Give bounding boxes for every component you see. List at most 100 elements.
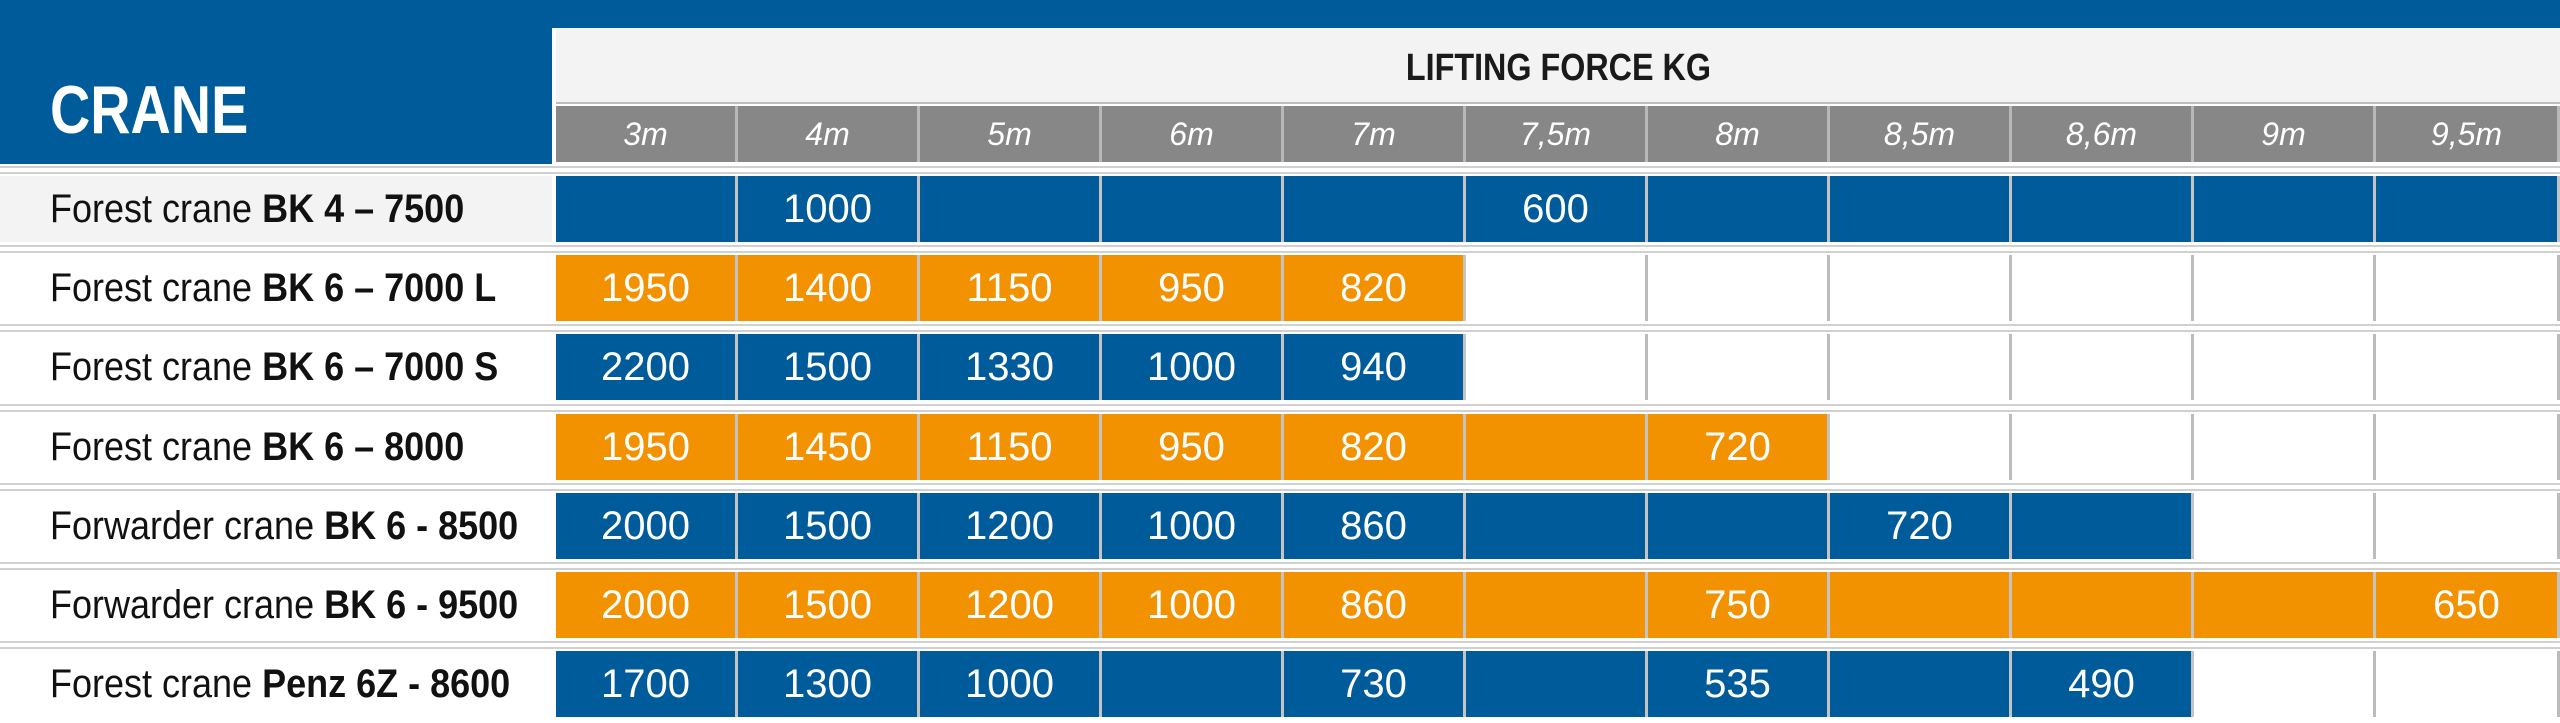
distance-header-cell: 7m [1284, 106, 1466, 162]
row-separator [0, 641, 2560, 649]
lifting-force-cell [1284, 176, 1466, 242]
lifting-force-cell: 600 [1466, 176, 1648, 242]
lifting-force-cell [2194, 255, 2376, 321]
lifting-force-cell [2194, 493, 2376, 559]
distance-header-cell: 8,5m [1830, 106, 2012, 162]
lifting-force-cell [2194, 572, 2376, 638]
lifting-force-cell: 650 [2376, 572, 2560, 638]
lifting-force-cell [2194, 414, 2376, 480]
crane-model: BK 6 - 9500 [324, 583, 519, 627]
lifting-force-cell [1830, 651, 2012, 717]
distance-header-cell: 6m [1102, 106, 1284, 162]
distance-header-cell: 8m [1648, 106, 1830, 162]
lifting-force-cell [2376, 493, 2560, 559]
crane-model: BK 6 - 8500 [324, 504, 519, 548]
lifting-force-cell [2012, 176, 2194, 242]
lifting-force-cell: 1330 [920, 334, 1102, 400]
lifting-force-cell [2012, 255, 2194, 321]
distance-header-cell: 9,5m [2376, 106, 2560, 162]
lifting-force-cell: 860 [1284, 493, 1466, 559]
lifting-force-cell: 1950 [556, 414, 738, 480]
crane-type: Forwarder crane [50, 504, 325, 548]
distance-header-cell: 9m [2194, 106, 2376, 162]
row-separator [0, 245, 2560, 253]
lifting-force-cell [2012, 493, 2194, 559]
lifting-force-cell: 730 [1284, 651, 1466, 717]
lifting-force-cell [1466, 651, 1648, 717]
lifting-force-cell: 1950 [556, 255, 738, 321]
crane-model: Penz 6Z - 8600 [262, 662, 511, 706]
lifting-force-cell: 820 [1284, 414, 1466, 480]
lifting-force-cell: 2000 [556, 572, 738, 638]
crane-type: Forest crane [50, 187, 263, 231]
crane-name-label: Forest crane BK 6 – 8000 [0, 414, 552, 480]
lifting-force-cell [2194, 334, 2376, 400]
lifting-force-cell: 490 [2012, 651, 2194, 717]
row-separator [0, 562, 2560, 570]
lifting-force-cell: 2200 [556, 334, 738, 400]
lifting-force-cell: 820 [1284, 255, 1466, 321]
lifting-force-cell: 1000 [1102, 572, 1284, 638]
lifting-force-cell: 1200 [920, 493, 1102, 559]
lifting-force-cell [1830, 334, 2012, 400]
lifting-force-cell: 1500 [738, 334, 920, 400]
crane-type: Forest crane [50, 425, 263, 469]
lifting-force-cell [1466, 414, 1648, 480]
lifting-force-cell [2194, 176, 2376, 242]
crane-model: BK 6 – 7000 S [262, 345, 499, 389]
lifting-force-cell: 1450 [738, 414, 920, 480]
lifting-force-cell: 1000 [738, 176, 920, 242]
distance-header-cell: 3m [556, 106, 738, 162]
crane-type: Forest crane [50, 345, 263, 389]
lifting-force-cell [1648, 493, 1830, 559]
lifting-force-cell [1830, 414, 2012, 480]
row-separator [0, 166, 2560, 174]
lifting-force-cell [1830, 572, 2012, 638]
lifting-force-cell: 1500 [738, 572, 920, 638]
lifting-force-cell: 720 [1648, 414, 1830, 480]
crane-model: BK 6 – 8000 [262, 425, 465, 469]
distance-header-cell: 5m [920, 106, 1102, 162]
lifting-force-cell: 1150 [920, 255, 1102, 321]
lifting-force-cell [2012, 572, 2194, 638]
lifting-force-cell: 1000 [920, 651, 1102, 717]
lifting-force-cell: 940 [1284, 334, 1466, 400]
lifting-force-cell: 1300 [738, 651, 920, 717]
lifting-force-cell: 2000 [556, 493, 738, 559]
row-separator [0, 404, 2560, 412]
lifting-force-cell [1830, 255, 2012, 321]
lifting-force-cell [1648, 255, 1830, 321]
lifting-force-cell [1102, 176, 1284, 242]
crane-name-label: Forest crane BK 4 – 7500 [0, 176, 552, 242]
lifting-force-cell [2012, 414, 2194, 480]
lifting-force-cell: 1700 [556, 651, 738, 717]
lifting-force-cell: 1200 [920, 572, 1102, 638]
lifting-force-cell [2376, 176, 2560, 242]
lifting-force-cell [2376, 255, 2560, 321]
lifting-force-cell [920, 176, 1102, 242]
lifting-force-cell [1102, 651, 1284, 717]
lifting-force-cell: 1000 [1102, 493, 1284, 559]
lifting-force-cell [2194, 651, 2376, 717]
lifting-force-cell [1466, 572, 1648, 638]
crane-model: BK 6 – 7000 L [262, 266, 497, 310]
distance-header-cell: 4m [738, 106, 920, 162]
lifting-force-cell: 1400 [738, 255, 920, 321]
lifting-force-cell: 535 [1648, 651, 1830, 717]
lifting-force-cell: 1150 [920, 414, 1102, 480]
crane-type: Forest crane [50, 662, 263, 706]
lifting-force-cell: 950 [1102, 414, 1284, 480]
crane-model: BK 4 – 7500 [262, 187, 465, 231]
lifting-force-cell: 1500 [738, 493, 920, 559]
lifting-force-cell [2376, 651, 2560, 717]
distance-header-cell: 7,5m [1466, 106, 1648, 162]
lifting-force-cell: 750 [1648, 572, 1830, 638]
lifting-force-cell: 720 [1830, 493, 2012, 559]
crane-name-label: Forest crane Penz 6Z - 8600 [0, 651, 552, 717]
row-separator [0, 483, 2560, 491]
distance-header-cell: 8,6m [2012, 106, 2194, 162]
lifting-force-cell [1648, 176, 1830, 242]
lifting-force-cell: 1000 [1102, 334, 1284, 400]
lifting-force-cell [1466, 255, 1648, 321]
lifting-force-cell [1830, 176, 2012, 242]
